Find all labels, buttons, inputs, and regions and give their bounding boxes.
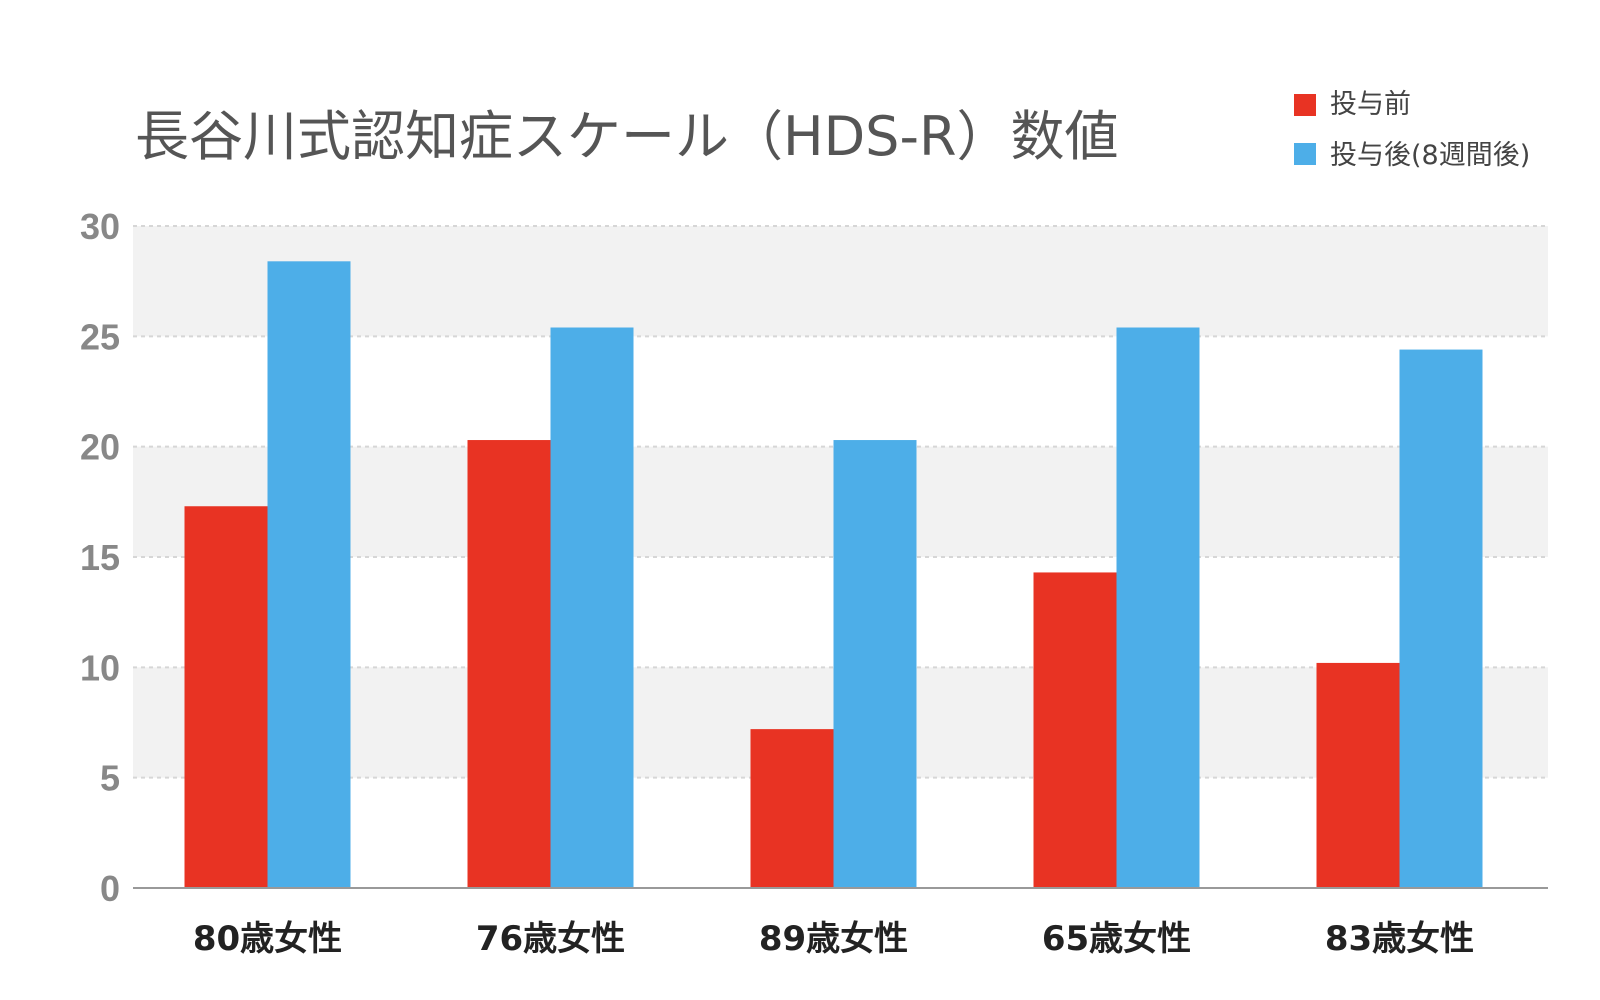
x-tick-label: 83歳女性 [1325, 919, 1474, 959]
y-tick-label: 10 [80, 647, 120, 688]
y-tick-label: 30 [80, 206, 120, 247]
bar-before [750, 729, 834, 888]
chart-title: 長谷川式認知症スケール（HDS-R）数値 [135, 105, 1118, 168]
bar-after [1399, 349, 1483, 888]
bars [184, 261, 1483, 889]
bar-after [550, 327, 634, 888]
bar-before [1316, 662, 1400, 888]
bar-before [184, 506, 268, 888]
y-tick-label: 0 [100, 868, 120, 909]
bar-before [1033, 572, 1117, 888]
x-tick-label: 80歳女性 [193, 919, 342, 959]
bar-after [833, 440, 917, 888]
y-tick-label: 25 [80, 316, 120, 357]
legend-label-after: 投与後(8週間後) [1330, 140, 1530, 171]
y-tick-label: 20 [80, 427, 120, 468]
legend-swatch-before [1294, 94, 1316, 116]
bar-before [467, 440, 551, 888]
background-band [133, 226, 1548, 337]
y-tick-label: 15 [80, 537, 120, 578]
legend-swatch-after [1294, 143, 1316, 165]
bar-after [1116, 327, 1200, 888]
x-tick-labels: 80歳女性 76歳女性 89歳女性 65歳女性 83歳女性 [193, 919, 1474, 959]
legend-label-before: 投与前 [1330, 89, 1411, 120]
x-tick-label: 76歳女性 [476, 919, 625, 959]
y-tick-labels: 0 5 10 15 20 25 30 [80, 206, 120, 909]
x-tick-label: 89歳女性 [759, 919, 908, 959]
bar-after [267, 261, 351, 889]
legend: 投与前 投与後(8週間後) [1294, 89, 1530, 171]
y-tick-label: 5 [100, 758, 120, 799]
x-tick-label: 65歳女性 [1042, 919, 1191, 959]
